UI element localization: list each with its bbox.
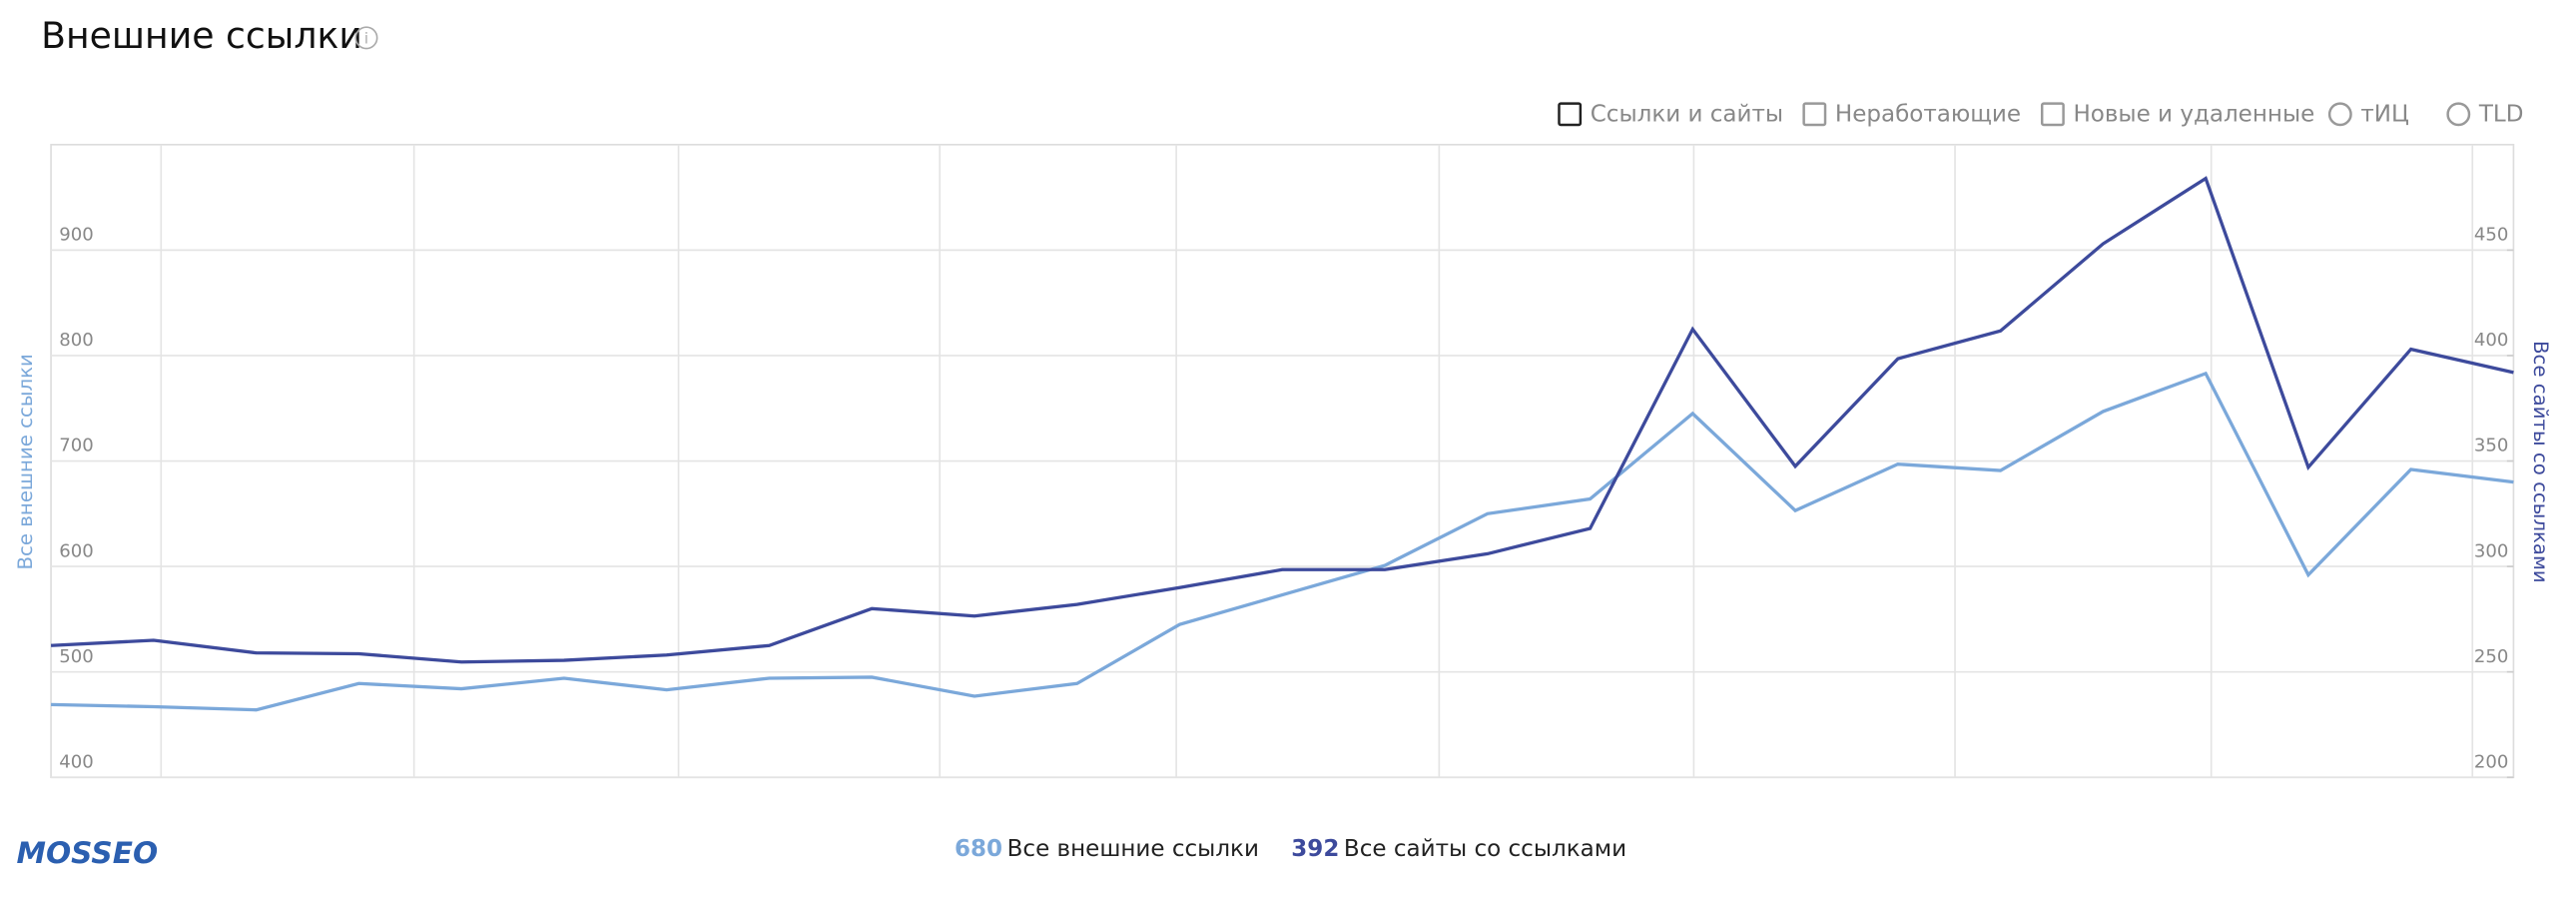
tab-icon[interactable] (1802, 102, 1827, 127)
y-tick-label: 600 (59, 540, 94, 561)
tab-icon[interactable] (2446, 102, 2471, 127)
title: Внешние ссылки (41, 14, 362, 57)
legend-value[interactable]: 392 (1291, 836, 1339, 862)
y-tick-label: 800 (59, 330, 94, 351)
info-icon[interactable] (354, 26, 378, 50)
y2-tick-label: 300 (2474, 540, 2509, 561)
series-line (51, 371, 2514, 712)
y-axis-label: Все внешние ссылки (14, 354, 37, 569)
y-tick-label: 700 (59, 436, 94, 456)
tab-icon[interactable] (1558, 102, 1583, 127)
y2-tick-label: 200 (2474, 751, 2509, 772)
series-line (50, 176, 2514, 664)
y2-tick-label: 250 (2474, 646, 2509, 667)
y-tick-label: 900 (59, 225, 94, 246)
legend-value[interactable]: 680 (955, 836, 1002, 862)
y2-axis-label: Все сайты со ссылками (2529, 341, 2552, 583)
tab-icon[interactable] (2327, 102, 2352, 127)
legend-label[interactable]: Все сайты со ссылками (1344, 836, 1626, 862)
tab[interactable]: TLD (2478, 102, 2524, 128)
tab[interactable]: Новые и удаленные (2073, 102, 2314, 128)
tab-icon[interactable] (2040, 102, 2065, 127)
tab[interactable]: тИЦ (2360, 102, 2409, 128)
info-i: i (364, 30, 368, 47)
y2-tick-label: 350 (2474, 436, 2509, 456)
tab[interactable]: Ссылки и сайты (1591, 102, 1783, 128)
logo: MOSSEO (17, 836, 159, 870)
y2-tick-label: 450 (2474, 225, 2509, 246)
y-tick-label: 400 (59, 751, 94, 772)
legend-label[interactable]: Все внешние ссылки (1007, 836, 1259, 862)
y-tick-label: 500 (59, 646, 94, 667)
tab[interactable]: Неработающие (1835, 102, 2021, 128)
y2-tick-label: 400 (2474, 330, 2509, 351)
